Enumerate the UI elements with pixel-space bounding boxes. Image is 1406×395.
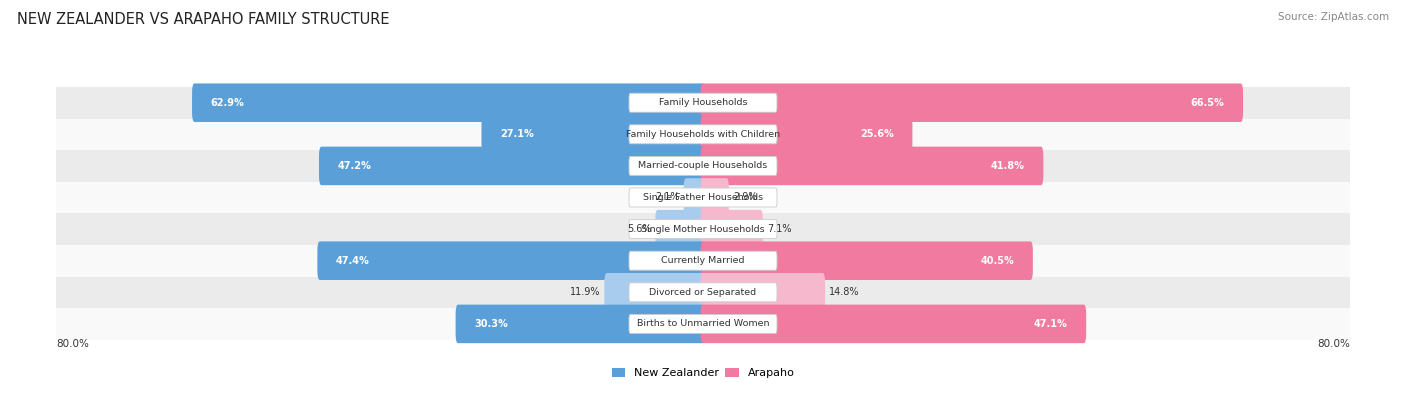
FancyBboxPatch shape — [628, 220, 778, 239]
FancyBboxPatch shape — [628, 188, 778, 207]
FancyBboxPatch shape — [628, 251, 778, 270]
FancyBboxPatch shape — [628, 125, 778, 144]
FancyBboxPatch shape — [700, 147, 1043, 185]
FancyBboxPatch shape — [628, 314, 778, 333]
FancyBboxPatch shape — [628, 283, 778, 302]
Text: Source: ZipAtlas.com: Source: ZipAtlas.com — [1278, 12, 1389, 22]
Text: 80.0%: 80.0% — [56, 339, 89, 350]
Text: Single Mother Households: Single Mother Households — [641, 225, 765, 233]
Text: 5.6%: 5.6% — [627, 224, 651, 234]
FancyBboxPatch shape — [628, 156, 778, 175]
FancyBboxPatch shape — [700, 178, 728, 217]
FancyBboxPatch shape — [193, 83, 706, 122]
Text: Divorced or Separated: Divorced or Separated — [650, 288, 756, 297]
FancyBboxPatch shape — [319, 147, 706, 185]
Text: Family Households with Children: Family Households with Children — [626, 130, 780, 139]
FancyBboxPatch shape — [456, 305, 706, 343]
Text: Family Households: Family Households — [659, 98, 747, 107]
Text: 11.9%: 11.9% — [569, 287, 600, 297]
Text: 47.4%: 47.4% — [336, 256, 370, 266]
Text: 40.5%: 40.5% — [980, 256, 1014, 266]
Text: Single Father Households: Single Father Households — [643, 193, 763, 202]
FancyBboxPatch shape — [700, 241, 1033, 280]
Text: Currently Married: Currently Married — [661, 256, 745, 265]
Bar — [56, 150, 1350, 182]
FancyBboxPatch shape — [700, 115, 912, 154]
Text: NEW ZEALANDER VS ARAPAHO FAMILY STRUCTURE: NEW ZEALANDER VS ARAPAHO FAMILY STRUCTUR… — [17, 12, 389, 27]
Text: 41.8%: 41.8% — [991, 161, 1025, 171]
Text: 27.1%: 27.1% — [501, 129, 534, 139]
Text: 2.9%: 2.9% — [733, 192, 758, 203]
Text: Births to Unmarried Women: Births to Unmarried Women — [637, 320, 769, 328]
Text: Married-couple Households: Married-couple Households — [638, 162, 768, 170]
Bar — [56, 308, 1350, 340]
FancyBboxPatch shape — [318, 241, 706, 280]
Text: 47.2%: 47.2% — [337, 161, 371, 171]
FancyBboxPatch shape — [481, 115, 706, 154]
Bar — [56, 276, 1350, 308]
Legend: New Zealander, Arapaho: New Zealander, Arapaho — [612, 367, 794, 378]
FancyBboxPatch shape — [605, 273, 706, 312]
Text: 2.1%: 2.1% — [655, 192, 679, 203]
Bar — [56, 87, 1350, 118]
Bar — [56, 245, 1350, 276]
FancyBboxPatch shape — [655, 210, 706, 248]
FancyBboxPatch shape — [700, 210, 763, 248]
Text: 47.1%: 47.1% — [1033, 319, 1067, 329]
Text: 62.9%: 62.9% — [211, 98, 245, 108]
FancyBboxPatch shape — [628, 93, 778, 112]
FancyBboxPatch shape — [683, 178, 706, 217]
FancyBboxPatch shape — [700, 305, 1087, 343]
Bar — [56, 213, 1350, 245]
Text: 66.5%: 66.5% — [1191, 98, 1225, 108]
Bar — [56, 182, 1350, 213]
Text: 14.8%: 14.8% — [830, 287, 859, 297]
FancyBboxPatch shape — [700, 273, 825, 312]
Text: 80.0%: 80.0% — [1317, 339, 1350, 350]
Bar — [56, 118, 1350, 150]
Text: 7.1%: 7.1% — [766, 224, 792, 234]
Text: 25.6%: 25.6% — [860, 129, 894, 139]
Text: 30.3%: 30.3% — [474, 319, 508, 329]
FancyBboxPatch shape — [700, 83, 1243, 122]
